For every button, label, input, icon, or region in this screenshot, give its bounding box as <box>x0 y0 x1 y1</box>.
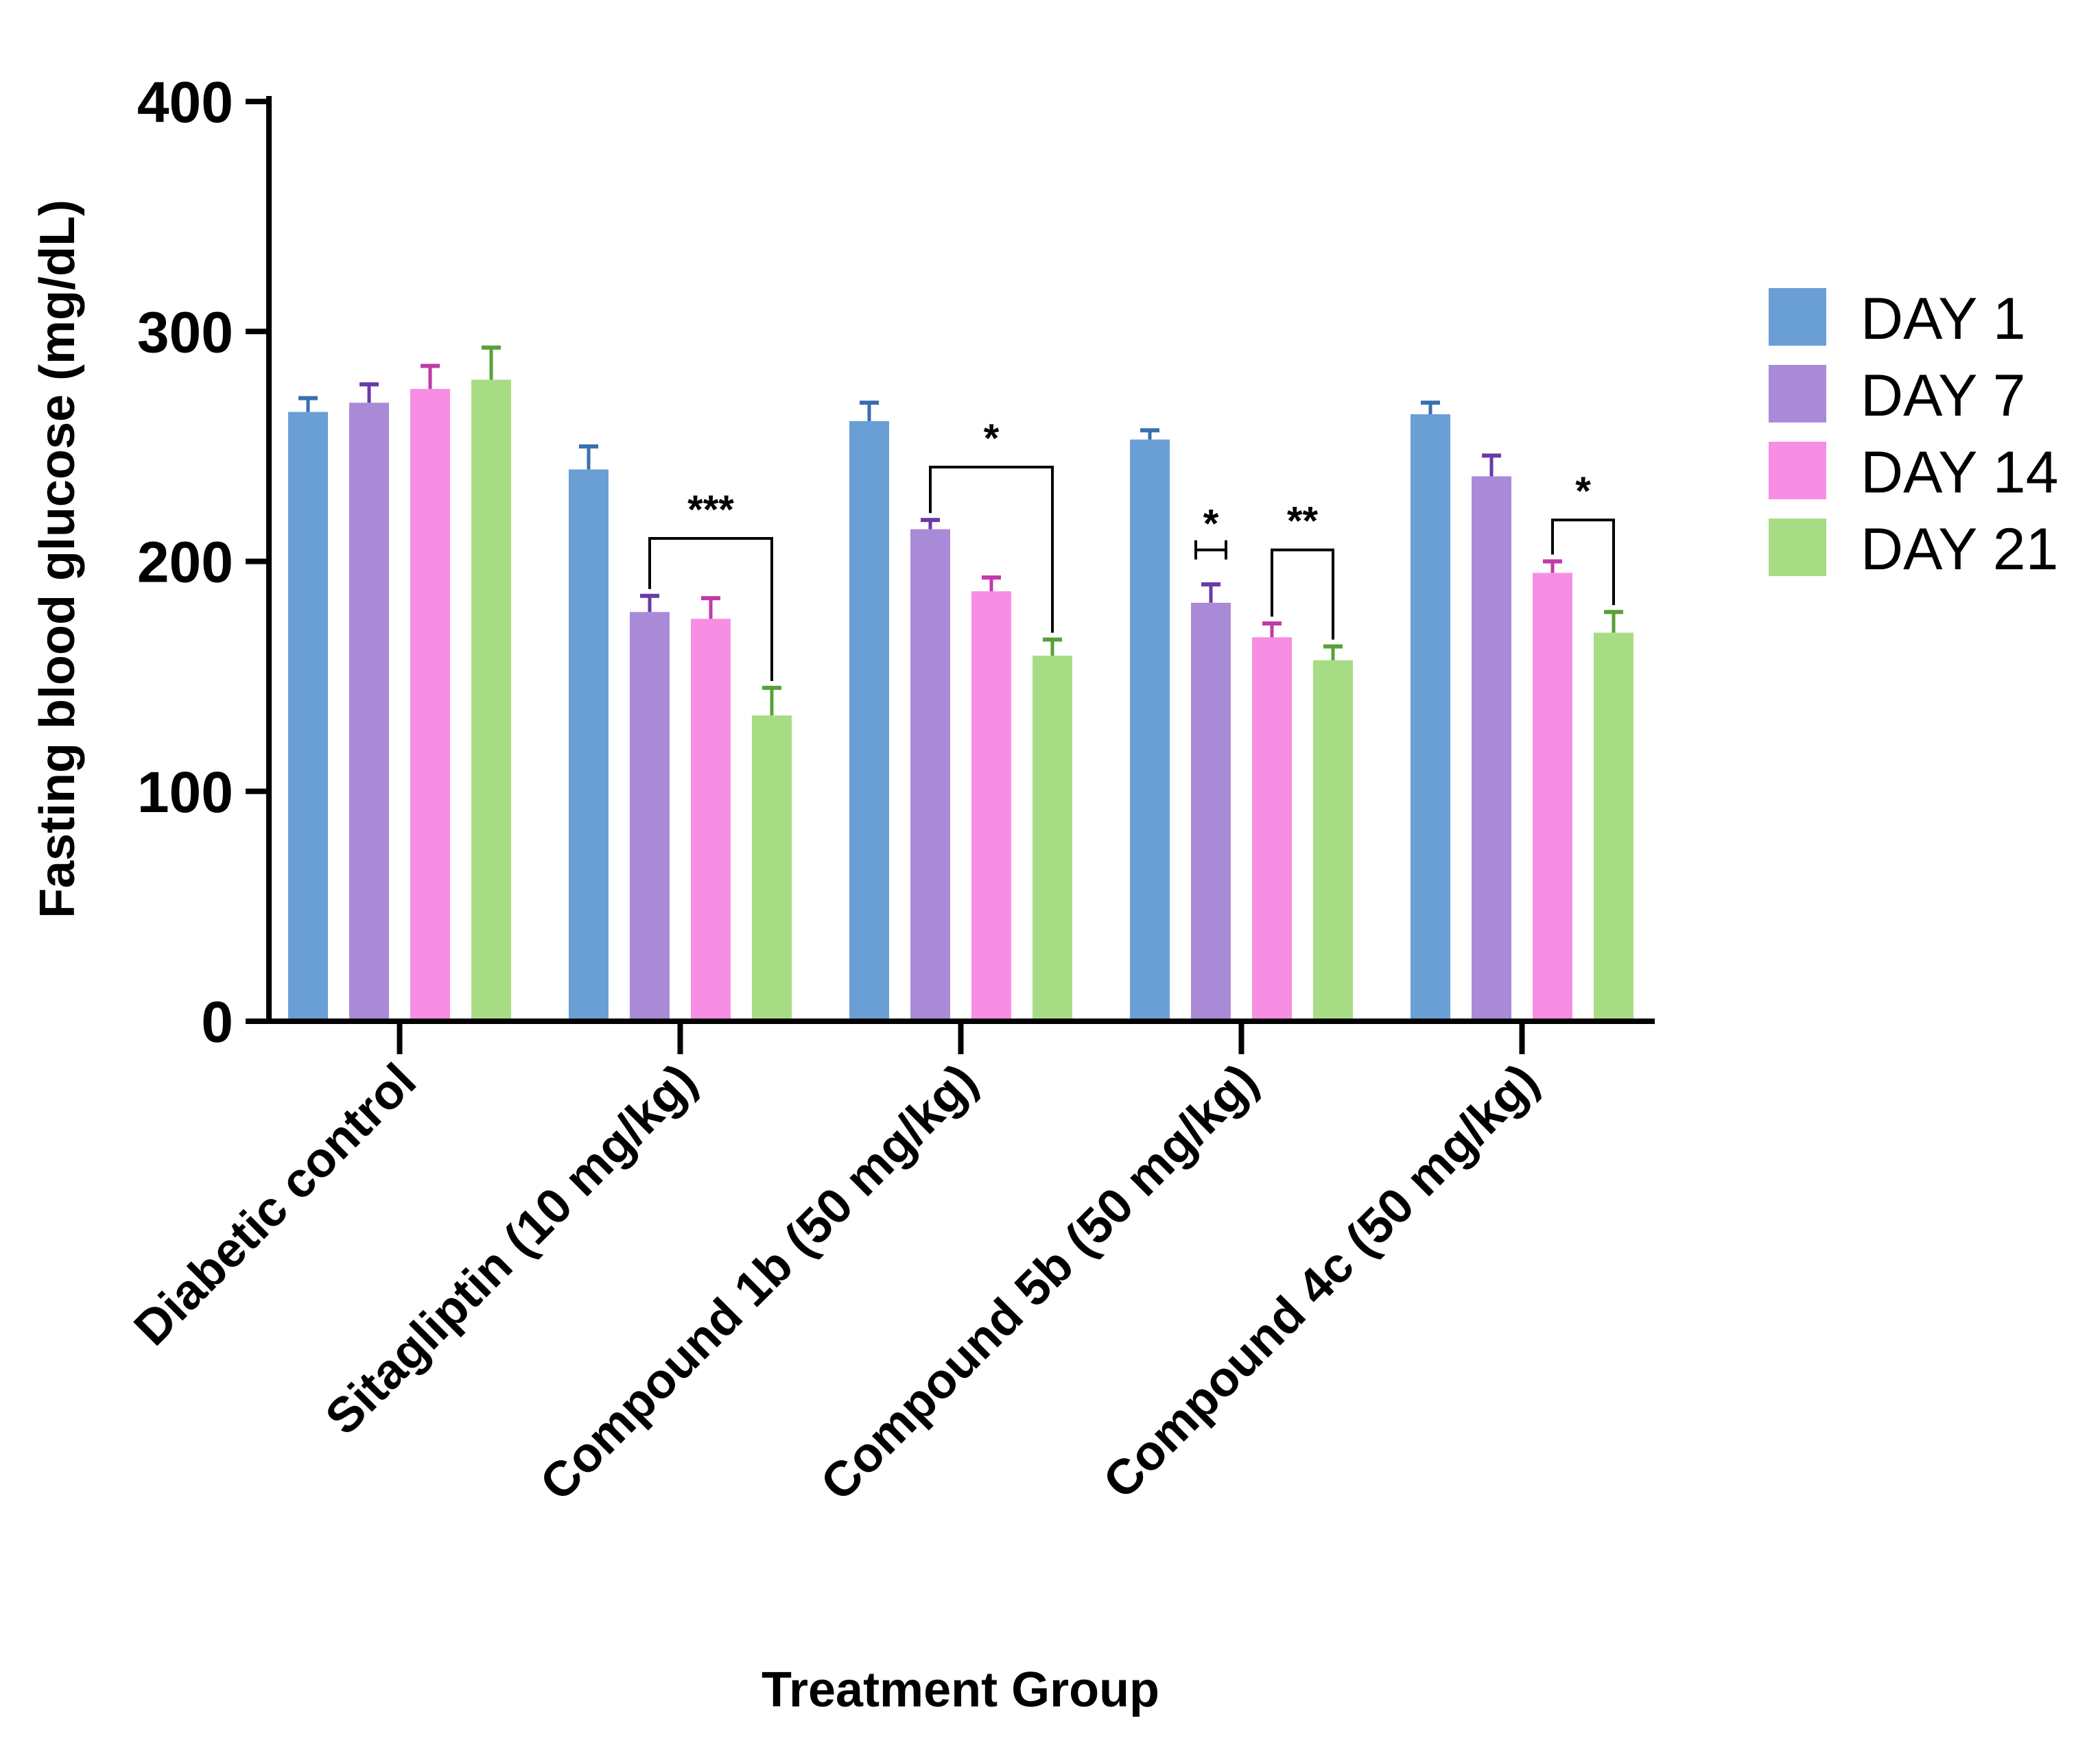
bar <box>691 619 731 1021</box>
bar <box>1252 637 1292 1021</box>
y-axis-title: Fasting blood glucose (mg/dL) <box>30 200 85 918</box>
bar <box>1533 573 1572 1021</box>
bar <box>1033 655 1072 1021</box>
bar <box>471 379 511 1021</box>
legend-label: DAY 21 <box>1861 516 2058 582</box>
significance-bracket <box>929 466 1054 633</box>
legend: DAY 1 DAY 7 DAY 14 DAY 21 <box>1769 286 2058 582</box>
legend-label: DAY 1 <box>1861 286 2026 352</box>
legend-swatch <box>1769 519 1826 576</box>
bar <box>752 715 792 1021</box>
significance-label: * <box>984 416 1000 461</box>
bar <box>569 469 609 1021</box>
bar <box>1313 660 1353 1021</box>
bar <box>1472 476 1511 1021</box>
y-tick-label: 200 <box>137 530 233 595</box>
bar <box>630 612 670 1021</box>
significance-label: * <box>1203 502 1219 547</box>
bar <box>1130 439 1170 1021</box>
x-tick-label: Compound 5b (50 mg/kg) <box>810 1053 1269 1512</box>
bar <box>1191 602 1231 1021</box>
legend-swatch <box>1769 442 1826 499</box>
x-axis-title: Treatment Group <box>762 1663 1159 1717</box>
legend-label: DAY 14 <box>1861 440 2058 505</box>
x-tick-label: Diabetic control <box>124 1053 427 1356</box>
legend-label: DAY 7 <box>1861 363 2026 429</box>
y-tick-label: 0 <box>201 990 233 1054</box>
x-tick-label: Compound 1b (50 mg/kg) <box>530 1053 988 1512</box>
significance-label: ** <box>1287 499 1319 544</box>
significance-bracket <box>1271 548 1334 640</box>
bar <box>288 412 328 1021</box>
significance-bracket <box>1551 519 1615 606</box>
significance-bracket <box>648 536 773 681</box>
y-tick-label: 400 <box>137 70 233 134</box>
bar <box>1411 414 1450 1021</box>
significance-label: * <box>1575 469 1591 514</box>
bar <box>410 389 450 1021</box>
bar <box>349 403 389 1021</box>
legend-swatch <box>1769 365 1826 422</box>
bar <box>1594 632 1633 1021</box>
y-tick-label: 100 <box>137 760 233 824</box>
bar <box>971 591 1011 1021</box>
bar <box>849 420 889 1021</box>
bar <box>910 529 950 1021</box>
legend-swatch <box>1769 288 1826 346</box>
y-tick-label: 300 <box>137 300 233 364</box>
significance-label: *** <box>687 488 734 532</box>
